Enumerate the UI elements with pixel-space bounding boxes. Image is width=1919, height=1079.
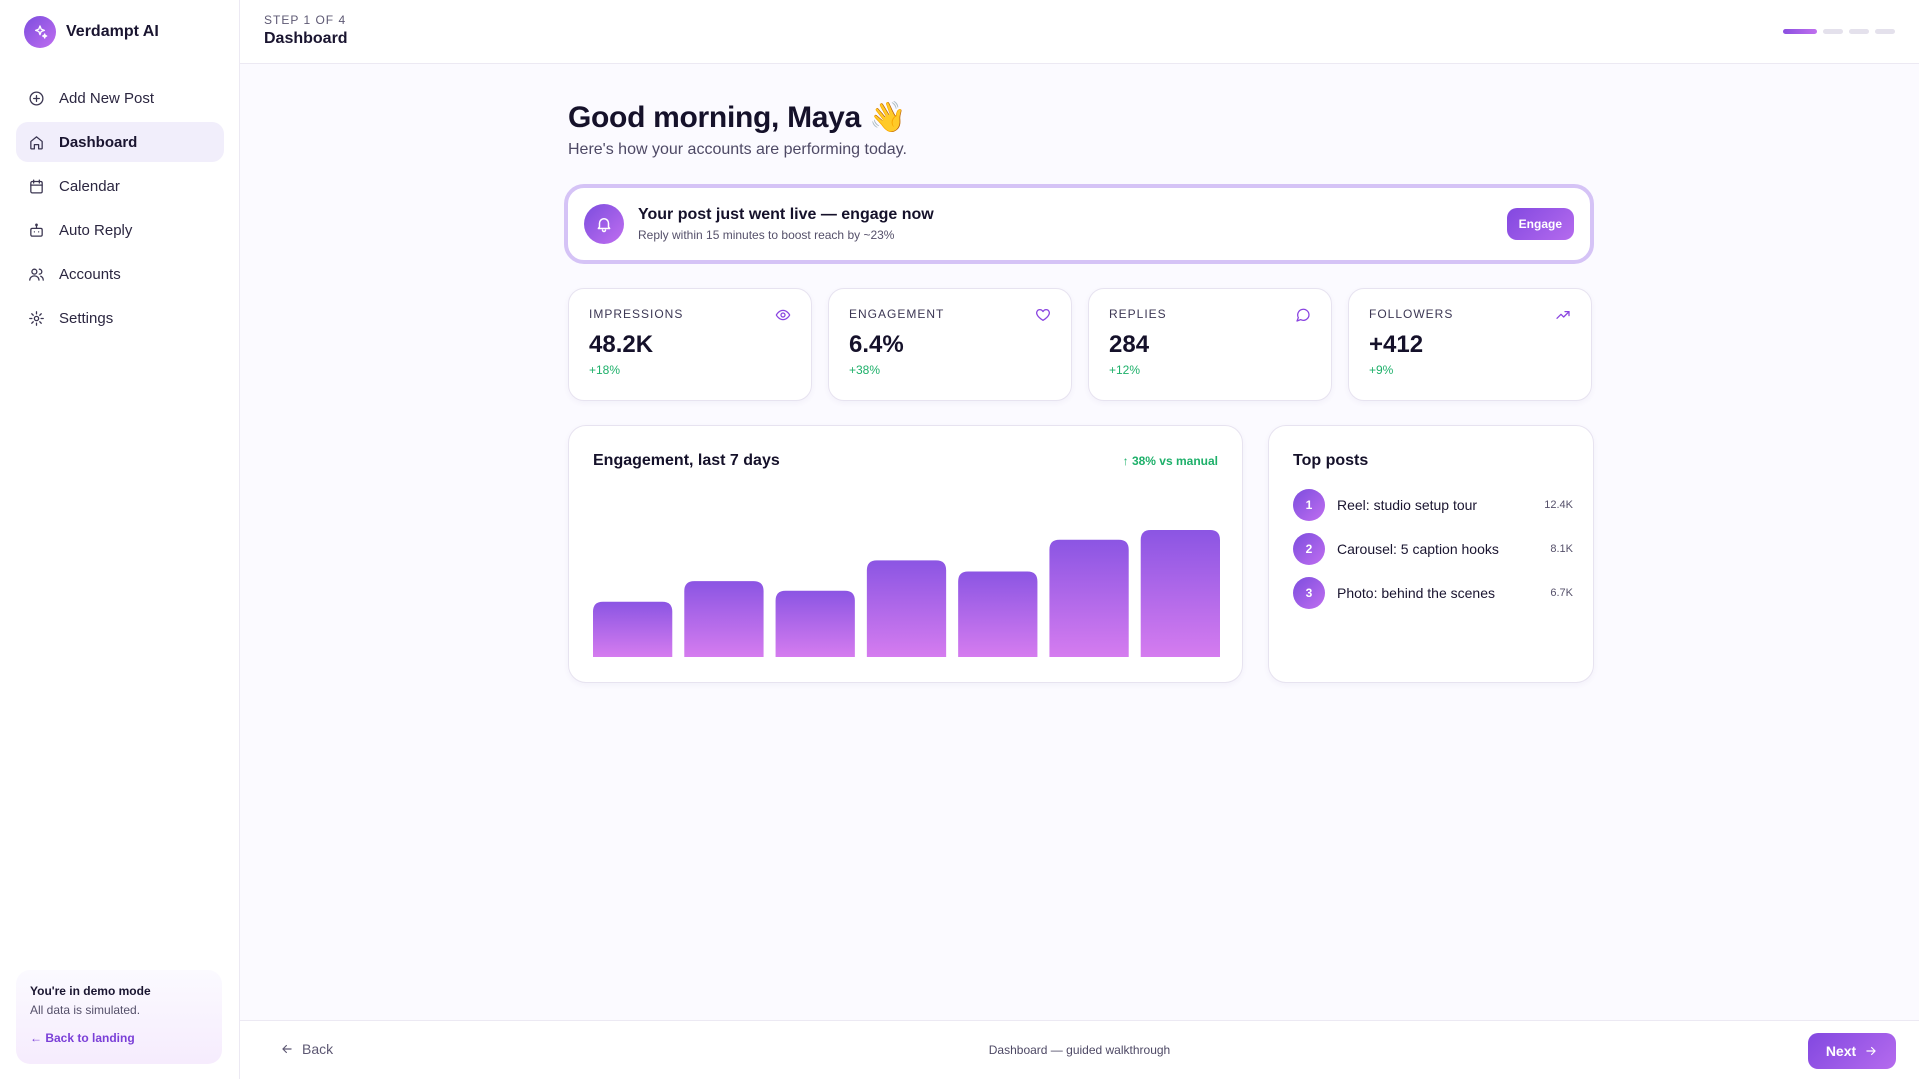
chart-bar [866,560,947,657]
stat-card-engagement: ENGAGEMENT 6.4% +38% [828,288,1072,401]
engagement-chart-card: Engagement, last 7 days ↑ 38% vs manual [568,425,1243,683]
post-name: Reel: studio setup tour [1337,497,1478,513]
stat-value: 48.2K [589,331,654,358]
post-name: Carousel: 5 caption hooks [1337,541,1499,557]
demo-mode-notice: You're in demo mode All data is simulate… [16,970,222,1064]
stat-value: 6.4% [849,331,904,358]
greeting: Good morning, Maya 👋 [568,101,907,134]
rank-badge: 3 [1293,577,1325,609]
stat-value: +412 [1369,331,1424,358]
post-name: Photo: behind the scenes [1337,585,1496,601]
step-label: STEP 1 OF 4 [264,13,347,27]
sparkles-icon [24,16,56,48]
chart-comparison-badge: ↑ 38% vs manual [1122,454,1218,468]
users-icon [29,268,44,281]
heart-icon [1035,307,1051,328]
sidebar-item-label: Add New Post [59,89,155,107]
sidebar-item-settings[interactable]: Settings [16,298,224,338]
stat-card-followers: FOLLOWERS +412 +9% [1348,288,1592,401]
demo-title: You're in demo mode [30,984,151,998]
back-to-landing-link[interactable]: ← Back to landing [30,1031,135,1045]
demo-subtitle: All data is simulated. [30,1003,141,1017]
brand[interactable]: Verdampt AI [24,16,159,48]
stat-delta: +9% [1369,363,1394,377]
stat-delta: +12% [1109,363,1141,377]
sidebar-item-calendar[interactable]: Calendar [16,166,224,206]
post-count: 12.4K [1544,499,1573,511]
calendar-icon [30,178,43,194]
stat-card-replies: REPLIES 284 +12% [1088,288,1332,401]
sidebar-nav: Add New Post Dashboard Calendar Auto Rep… [16,78,224,342]
stats-row: IMPRESSIONS 48.2K +18% ENGAGEMENT 6.4% +… [568,288,1592,401]
walkthrough-footer: Back Dashboard — guided walkthrough Next [240,1020,1919,1079]
eye-icon [775,307,791,328]
step-progress [1783,29,1895,34]
chart-bar [1049,539,1129,657]
rank-badge: 1 [1293,489,1325,521]
sidebar-item-label: Settings [59,309,114,327]
stat-label: FOLLOWERS [1369,307,1454,321]
sidebar-item-auto-reply[interactable]: Auto Reply [16,210,224,250]
back-button[interactable]: Back [280,1041,333,1057]
post-count: 6.7K [1550,587,1573,599]
message-circle-icon [1295,307,1311,328]
sidebar-item-label: Dashboard [59,133,138,151]
bell-icon [584,204,624,244]
stat-value: 284 [1109,331,1150,358]
engagement-bar-chart [593,530,1220,657]
sidebar-item-label: Calendar [59,177,120,195]
chart-bar [593,601,673,657]
step-dot-1 [1783,29,1817,34]
next-label: Next [1825,1043,1857,1059]
top-posts-card: Top posts 1 Reel: studio setup tour 12.4… [1268,425,1594,683]
post-count: 8.1K [1550,543,1573,555]
brand-name: Verdampt AI [66,23,159,40]
top-posts-list: 1 Reel: studio setup tour 12.4K 2 Carous… [1293,489,1573,621]
stat-label: IMPRESSIONS [589,307,684,321]
home-icon [30,135,43,150]
step-dot-4 [1875,29,1895,34]
chart-bar [958,571,1038,657]
stat-delta: +38% [849,363,881,377]
sidebar-item-accounts[interactable]: Accounts [16,254,224,294]
plus-circle-icon [29,90,44,106]
post-live-alert: Your post just went live — engage now Re… [564,184,1594,264]
main-content: Good morning, Maya 👋 Here's how your acc… [564,100,1594,683]
chart-title: Engagement, last 7 days [593,452,780,469]
step-dot-3 [1849,29,1869,34]
page-title: Dashboard [264,30,348,47]
alert-title: Your post just went live — engage now [638,206,934,223]
rank-badge: 2 [1293,533,1325,565]
stat-label: REPLIES [1109,307,1167,321]
stat-card-impressions: IMPRESSIONS 48.2K +18% [568,288,812,401]
next-button[interactable]: Next [1808,1033,1896,1069]
top-bar: STEP 1 OF 4 Dashboard [240,0,1919,64]
sidebar: Verdampt AI Add New Post Dashboard Calen… [0,0,240,1079]
top-post-item[interactable]: 3 Photo: behind the scenes 6.7K [1293,577,1573,609]
gear-icon [29,310,44,326]
top-posts-title: Top posts [1293,452,1369,469]
back-label: Back [302,1041,334,1057]
step-dot-2 [1823,29,1843,34]
stat-label: ENGAGEMENT [849,307,945,321]
stat-delta: +18% [589,363,621,377]
sidebar-item-label: Accounts [59,265,121,283]
arrow-right-icon [1866,1046,1876,1056]
engage-button[interactable]: Engage [1506,208,1574,240]
sidebar-item-label: Auto Reply [59,221,133,239]
top-post-item[interactable]: 1 Reel: studio setup tour 12.4K [1293,489,1573,521]
sidebar-item-dashboard[interactable]: Dashboard [16,122,224,162]
bot-icon [30,222,43,237]
chart-bar [775,590,855,657]
sidebar-item-add-new-post[interactable]: Add New Post [16,78,224,118]
top-post-item[interactable]: 2 Carousel: 5 caption hooks 8.1K [1293,533,1573,565]
greeting-subtitle: Here's how your accounts are performing … [568,141,907,158]
alert-subtitle: Reply within 15 minutes to boost reach b… [638,228,895,242]
trending-up-icon [1555,307,1571,328]
chart-bar [1140,530,1220,657]
footer-caption: Dashboard — guided walkthrough [988,1043,1171,1057]
chart-bar [684,581,764,657]
arrow-left-icon [282,1044,292,1054]
